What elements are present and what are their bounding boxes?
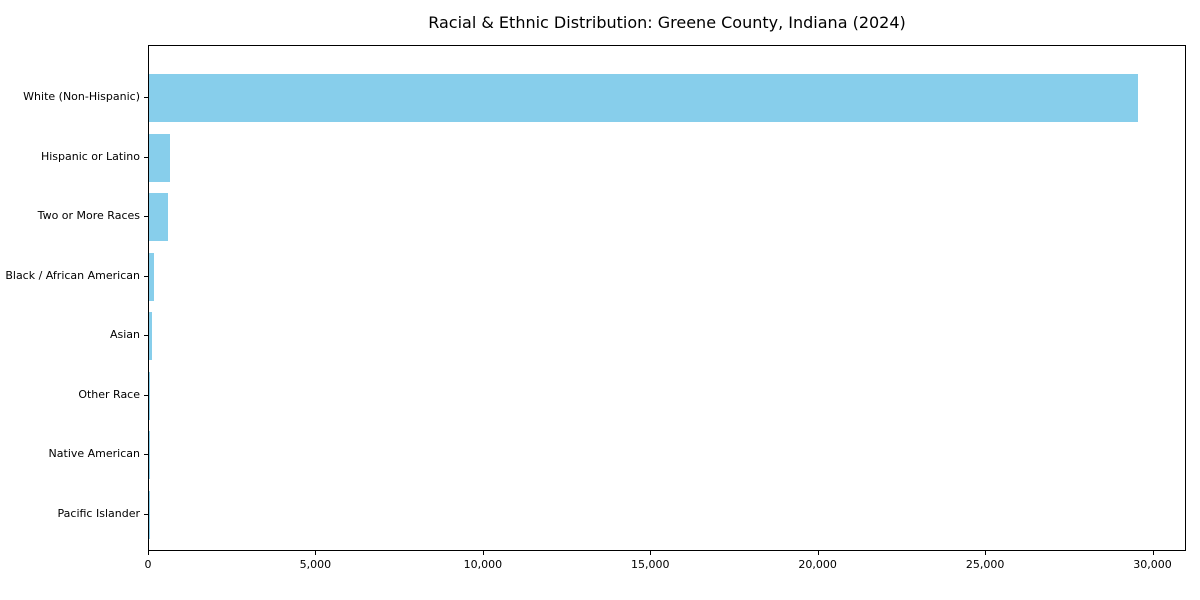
bar-native-american bbox=[149, 431, 150, 480]
y-tick-label: Black / African American bbox=[5, 268, 140, 282]
x-tick-mark bbox=[1152, 551, 1154, 555]
y-tick-label: White (Non-Hispanic) bbox=[23, 90, 140, 103]
bar-black-african-american bbox=[149, 252, 154, 301]
bar-two-or-more-races bbox=[149, 193, 168, 242]
y-tick-label: Hispanic or Latino bbox=[40, 149, 140, 163]
y-tick-mark bbox=[144, 156, 148, 158]
y-tick-mark bbox=[144, 394, 148, 396]
chart-title: Racial & Ethnic Distribution: Greene Cou… bbox=[428, 13, 906, 32]
x-tick-mark bbox=[315, 551, 317, 555]
y-tick-mark bbox=[144, 335, 148, 337]
y-tick-mark bbox=[144, 216, 148, 218]
y-tick-mark bbox=[144, 97, 148, 98]
y-tick-label: Pacific Islander bbox=[57, 506, 140, 520]
bar-hispanic-or-latino bbox=[149, 133, 170, 182]
y-tick-mark bbox=[144, 275, 148, 277]
x-tick-label: 5,000 bbox=[299, 558, 332, 571]
x-tick-label: 25,000 bbox=[965, 558, 1005, 571]
y-tick-label: Asian bbox=[109, 328, 140, 342]
x-tick-label: 30,000 bbox=[1133, 558, 1172, 571]
bar-white-non-hispanic bbox=[149, 74, 1139, 122]
x-tick-mark bbox=[817, 551, 819, 555]
y-tick-label: Native American bbox=[48, 447, 140, 461]
x-tick-label: 20,000 bbox=[798, 558, 837, 571]
y-tick-mark bbox=[144, 513, 148, 515]
bar-other-race bbox=[149, 371, 151, 420]
x-tick-label: 0 bbox=[144, 558, 152, 571]
y-tick-label: Other Race bbox=[78, 387, 140, 401]
y-tick-label: Two or More Races bbox=[37, 209, 140, 223]
x-tick-label: 15,000 bbox=[631, 558, 670, 571]
plot-area bbox=[148, 45, 1186, 551]
x-tick-mark bbox=[148, 551, 149, 555]
x-tick-mark bbox=[650, 551, 652, 555]
bar-asian bbox=[149, 312, 152, 361]
bar-pacific-islander bbox=[149, 490, 150, 539]
x-tick-mark bbox=[985, 551, 987, 555]
x-tick-mark bbox=[482, 551, 484, 555]
x-tick-label: 10,000 bbox=[463, 558, 503, 571]
y-tick-mark bbox=[144, 454, 148, 456]
